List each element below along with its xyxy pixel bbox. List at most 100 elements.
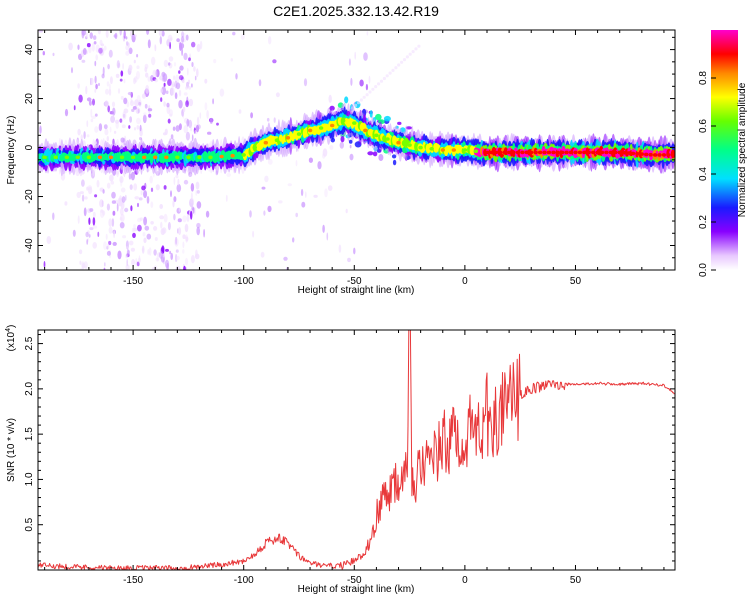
y-tick-label: 20 bbox=[24, 93, 35, 105]
spectrogram-noise-cell bbox=[93, 41, 97, 45]
spectrogram-noise-cell bbox=[145, 72, 149, 78]
spectrogram-noise-cell bbox=[238, 109, 242, 114]
spectrogram-noise-cell bbox=[138, 255, 141, 264]
spectrogram-noise-cell bbox=[92, 216, 96, 226]
spectrogram-noise-cell bbox=[108, 49, 113, 58]
spectrogram-noise-cell bbox=[144, 66, 148, 73]
spectrogram-noise-cell bbox=[170, 87, 175, 96]
x-tick-label: -150 bbox=[123, 276, 143, 287]
y-tick-label: 40 bbox=[24, 44, 35, 56]
spectrogram-noise-cell bbox=[196, 124, 201, 130]
spectrogram-noise-cell bbox=[329, 145, 334, 150]
spectrogram-noise-cell bbox=[103, 45, 107, 51]
spectrogram-noise-cell bbox=[112, 210, 116, 216]
spectrogram-noise-cell bbox=[92, 225, 98, 229]
spectrogram-ridge-cell bbox=[670, 149, 675, 159]
snr-xlabel: Height of straight line (km) bbox=[298, 584, 415, 595]
spectrogram-noise-cell bbox=[124, 207, 129, 213]
spectrogram-noise-cell bbox=[183, 265, 186, 270]
spectrogram-noise-cell bbox=[147, 76, 151, 82]
spectrogram-noise-cell bbox=[152, 69, 157, 78]
spectrogram-noise-cell bbox=[119, 118, 123, 123]
spectrogram-noise-cell bbox=[216, 122, 219, 126]
spectrogram-noise-cell bbox=[111, 200, 116, 204]
spectrogram-streak-cell bbox=[379, 79, 384, 83]
spectrogram-noise-cell bbox=[327, 185, 333, 191]
spectrogram-noise-cell bbox=[38, 79, 41, 84]
spectrogram-noise-cell bbox=[78, 53, 83, 60]
spectrogram-noise-cell bbox=[102, 189, 105, 194]
x-tick-label: -100 bbox=[234, 276, 254, 287]
spectrogram-noise-cell bbox=[143, 216, 148, 226]
spectrogram-noise-cell bbox=[178, 99, 183, 109]
spectrogram-streak-cell bbox=[391, 68, 395, 72]
spectrogram-noise-cell bbox=[113, 34, 117, 38]
spectrogram-peak-cell bbox=[529, 150, 534, 155]
spectrogram-noise-cell bbox=[144, 103, 148, 109]
spectrogram-noise-cell bbox=[90, 118, 94, 123]
spectrogram-noise-cell bbox=[204, 102, 208, 111]
spectrogram-noise-cell bbox=[168, 56, 174, 62]
spectrogram-noise-cell bbox=[92, 98, 95, 106]
spectrogram-blob bbox=[372, 151, 378, 157]
spectrogram-peak-cell bbox=[352, 121, 357, 125]
spectrogram-noise-cell bbox=[186, 118, 190, 127]
spectrogram-peak-cell bbox=[374, 133, 379, 138]
spectrogram-noise-cell bbox=[225, 194, 228, 202]
spectrogram-noise-cell bbox=[94, 60, 97, 67]
spectrogram-noise-cell bbox=[295, 160, 298, 167]
spectrogram-noise-cell bbox=[126, 259, 128, 266]
spectrogram-noise-cell bbox=[143, 190, 148, 199]
spectrogram-noise-cell bbox=[169, 113, 173, 117]
spectrogram-noise-cell bbox=[206, 110, 209, 119]
spectrogram-noise-cell bbox=[119, 30, 122, 36]
spectrogram-noise-cell bbox=[188, 98, 194, 107]
spectrogram-noise-cell bbox=[283, 256, 288, 261]
spectrogram-noise-cell bbox=[89, 32, 94, 39]
spectrogram-noise-cell bbox=[107, 63, 110, 70]
spectrogram-noise-cell bbox=[111, 101, 116, 108]
spectrogram-peak-cell bbox=[608, 150, 614, 155]
spectrogram-noise-cell bbox=[122, 63, 124, 70]
spectrogram-streak-cell bbox=[374, 85, 378, 89]
spectrogram-noise-cell bbox=[162, 227, 167, 234]
spectrogram-noise-cell bbox=[148, 247, 152, 256]
spectrogram-noise-cell bbox=[146, 196, 150, 204]
spectrogram-noise-cell bbox=[133, 127, 137, 131]
spectrogram-blob bbox=[367, 151, 374, 156]
colorbar-tick-label: 0.6 bbox=[698, 119, 709, 133]
spectrogram-noise-cell bbox=[170, 190, 172, 198]
spectrogram-noise-cell bbox=[190, 210, 193, 220]
spectrogram-noise-cell bbox=[72, 229, 76, 237]
spectrogram-peak-cell bbox=[635, 152, 640, 156]
spectrogram-noise-cell bbox=[89, 208, 94, 212]
spectrogram-noise-cell bbox=[117, 62, 121, 68]
colorbar-gradient bbox=[711, 30, 738, 270]
spectrogram-noise-cell bbox=[86, 120, 89, 128]
spectrogram-noise-cell bbox=[128, 240, 134, 246]
spectrogram-noise-cell bbox=[84, 196, 88, 200]
spectrogram-streak-cell bbox=[417, 44, 421, 48]
spectrogram-noise-cell bbox=[122, 111, 127, 120]
spectrogram-noise-cell bbox=[300, 188, 304, 197]
spectrogram-peak-cell bbox=[418, 145, 423, 150]
spectrogram-noise-cell bbox=[150, 187, 154, 192]
spectrogram-noise-cell bbox=[131, 227, 135, 233]
spectrogram-noise-cell bbox=[38, 30, 43, 33]
x-tick-label: -100 bbox=[234, 575, 254, 586]
colorbar-tick-label: 0.0 bbox=[698, 263, 709, 277]
spectrogram-peak-cell bbox=[621, 151, 627, 155]
spectrogram-noise-cell bbox=[76, 191, 81, 199]
spectrogram-noise-cell bbox=[137, 224, 142, 232]
spectrogram-noise-cell bbox=[94, 194, 98, 198]
spectrogram-noise-cell bbox=[366, 31, 369, 36]
spectrogram-noise-cell bbox=[136, 54, 139, 58]
y-tick-label: -40 bbox=[24, 238, 35, 253]
spectrogram-noise-cell bbox=[191, 62, 194, 67]
spectrogram-noise-cell bbox=[147, 249, 150, 255]
spectrogram-noise-cell bbox=[133, 227, 138, 232]
spectrogram-noise-cell bbox=[159, 204, 163, 209]
spectrogram-noise-cell bbox=[83, 207, 87, 217]
spectrogram-noise-cell bbox=[230, 58, 233, 62]
spectrogram-noise-cell bbox=[108, 240, 112, 246]
